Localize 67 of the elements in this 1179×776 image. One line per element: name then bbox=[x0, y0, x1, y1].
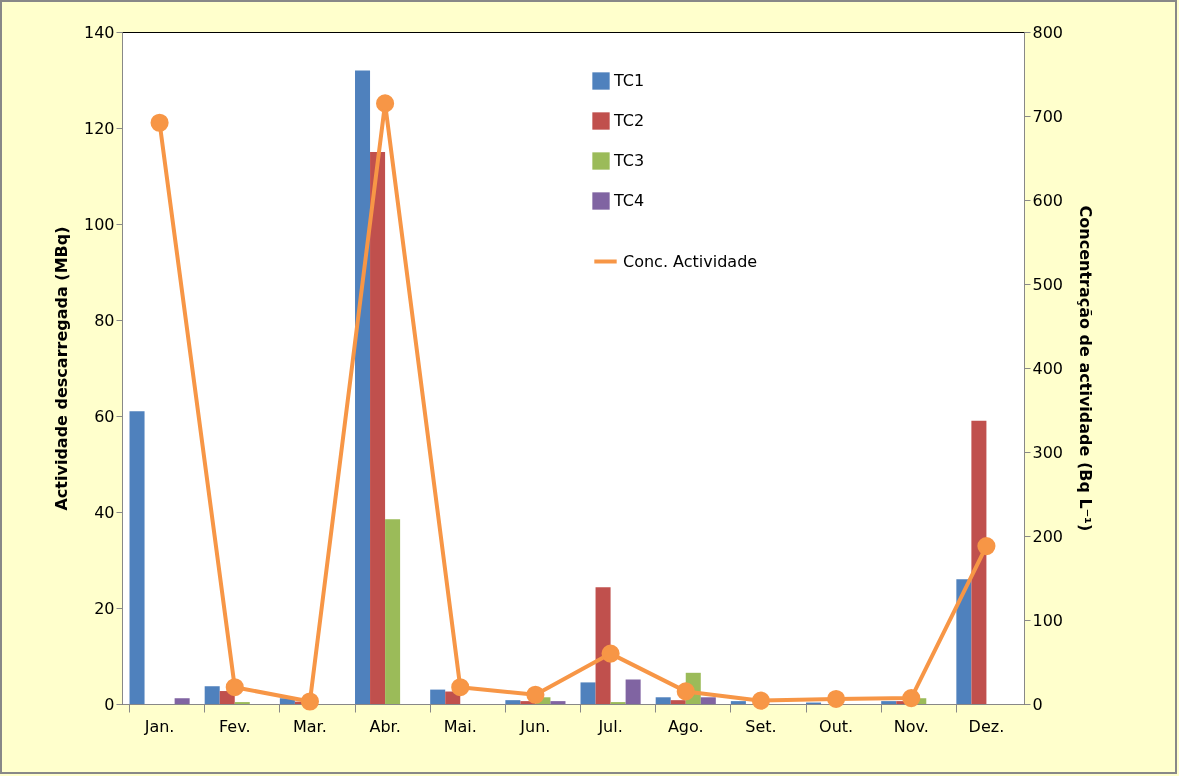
bar bbox=[971, 420, 987, 704]
bar bbox=[956, 579, 972, 704]
point bbox=[676, 682, 695, 701]
bar bbox=[204, 686, 220, 704]
bar bbox=[730, 701, 746, 704]
y2-tick-label: 600 bbox=[1032, 190, 1064, 210]
point bbox=[751, 691, 770, 710]
bar bbox=[550, 701, 566, 704]
y-axis-title: Actividade descarregada (MBq) bbox=[51, 226, 71, 511]
x-tick-label: Mar. bbox=[293, 716, 327, 736]
bar bbox=[595, 587, 611, 704]
y2-tick-label: 300 bbox=[1032, 442, 1064, 462]
bar bbox=[505, 700, 521, 704]
y-tick-label: 80 bbox=[94, 310, 115, 330]
x-tick-label: Out. bbox=[819, 716, 854, 736]
x-tick-label: Abr. bbox=[369, 716, 401, 736]
bar bbox=[385, 519, 401, 704]
bar bbox=[655, 697, 671, 704]
y2-tick-label: 0 bbox=[1032, 694, 1043, 714]
y2-tick-label: 700 bbox=[1032, 106, 1064, 126]
bar bbox=[370, 152, 386, 704]
y-tick-label: 60 bbox=[94, 406, 115, 426]
bar bbox=[881, 701, 897, 704]
bar bbox=[355, 70, 371, 704]
point bbox=[150, 113, 169, 132]
x-tick-label: Jun. bbox=[519, 716, 551, 736]
x-tick-label: Fev. bbox=[219, 716, 251, 736]
point bbox=[300, 692, 319, 711]
legend-label: TC3 bbox=[613, 151, 645, 170]
y-tick-label: 120 bbox=[83, 118, 115, 138]
bar bbox=[580, 682, 596, 704]
y2-axis-title: Concentração de actividade (Bq L⁻¹) bbox=[1076, 205, 1096, 532]
x-tick-label: Dez. bbox=[968, 716, 1005, 736]
legend-label: TC4 bbox=[613, 191, 645, 210]
y2-tick-label: 500 bbox=[1032, 274, 1064, 294]
y-tick-label: 0 bbox=[104, 694, 115, 714]
y2-tick-label: 200 bbox=[1032, 526, 1064, 546]
point bbox=[827, 689, 846, 709]
y2-tick-label: 800 bbox=[1032, 22, 1064, 42]
point bbox=[526, 685, 545, 704]
y-tick-label: 20 bbox=[94, 598, 115, 618]
x-tick-label: Mai. bbox=[443, 716, 477, 736]
point bbox=[601, 644, 620, 663]
bar bbox=[670, 700, 686, 704]
bar bbox=[430, 689, 446, 704]
point bbox=[225, 678, 244, 697]
x-tick-label: Ago. bbox=[667, 716, 704, 736]
legend-label: Conc. Actividade bbox=[623, 251, 758, 271]
point bbox=[376, 94, 395, 113]
point bbox=[451, 678, 470, 697]
y2-tick-label: 400 bbox=[1032, 358, 1064, 378]
point bbox=[977, 537, 996, 556]
legend-label: TC2 bbox=[613, 111, 645, 130]
y-tick-label: 140 bbox=[83, 22, 115, 42]
x-tick-label: Nov. bbox=[893, 716, 929, 736]
point bbox=[902, 689, 921, 708]
x-tick-label: Jul. bbox=[597, 716, 623, 736]
y2-tick-label: 100 bbox=[1032, 610, 1064, 630]
legend-label: TC1 bbox=[613, 71, 645, 90]
bar bbox=[174, 698, 190, 704]
bar bbox=[129, 411, 145, 704]
x-tick-label: Set. bbox=[745, 716, 777, 736]
y-tick-label: 100 bbox=[83, 214, 115, 234]
bar bbox=[625, 679, 641, 704]
x-tick-label: Jan. bbox=[143, 716, 175, 736]
y-tick-label: 40 bbox=[94, 502, 115, 522]
bar bbox=[700, 697, 716, 704]
